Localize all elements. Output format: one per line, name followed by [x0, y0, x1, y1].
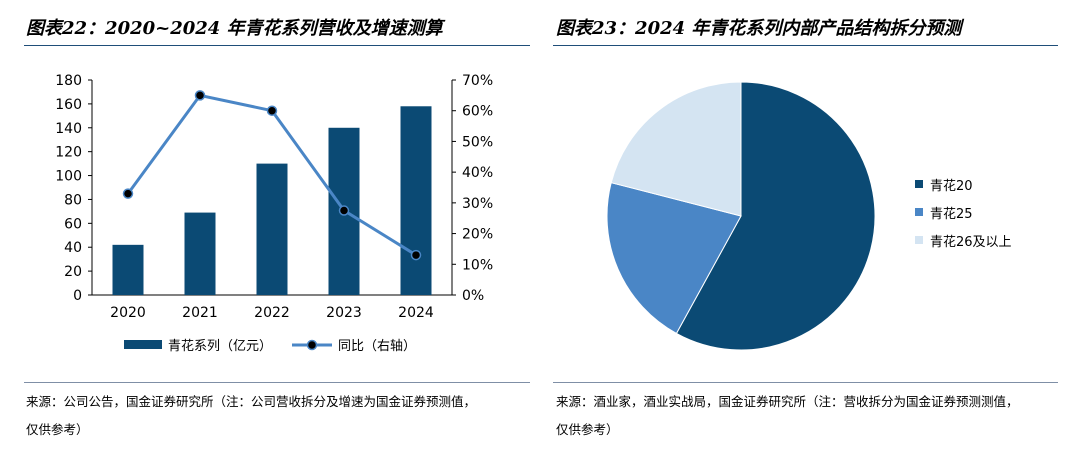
yoy-point-2020: [122, 188, 134, 199]
x-axis-tick-label: 2024: [398, 305, 434, 321]
left-axis-tick-label: 120: [55, 145, 82, 161]
legend-line-marker: [306, 339, 318, 351]
yoy-point-2021: [194, 90, 206, 101]
right-axis-tick-label: 50%: [462, 134, 493, 150]
bar-2021: [184, 212, 216, 295]
right-axis-tick-label: 0%: [462, 288, 484, 304]
yoy-point-2024: [410, 249, 422, 261]
right-axis-tick-label: 30%: [462, 196, 493, 212]
left-source-line2: 仅供参考）: [26, 422, 89, 437]
left-axis-tick-label: 80: [64, 192, 82, 208]
left-chart-title: 图表22：2020~2024 年青花系列营收及增速测算: [26, 18, 443, 39]
right-source: 来源：酒业家，酒业实战局，国金证券研究所（注：营收拆分为国金证券预测测值， 仅供…: [556, 388, 1019, 444]
left-source: 来源：公司公告，国金证券研究所（注：公司营收拆分及增速为国金证券预测值， 仅供参…: [26, 388, 476, 444]
left-axis-tick-label: 140: [55, 121, 82, 137]
yoy-point-2023: [338, 205, 350, 216]
left-axis-tick-label: 20: [64, 264, 82, 280]
left-axis-tick-label: 100: [55, 169, 82, 185]
bar-series: [112, 106, 432, 296]
left-axis: 0 20 40 60 80 100 120 140 160 180: [55, 73, 93, 304]
left-source-line1: 来源：公司公告，国金证券研究所（注：公司营收拆分及增速为国金证券预测值，: [26, 394, 477, 409]
pie-legend-swatch: [915, 236, 923, 244]
pie-slice-青花20: [675, 81, 876, 351]
right-chart-title: 图表23：2024 年青花系列内部产品结构拆分预测: [556, 18, 962, 39]
pie-chart: 青花20 青花25 青花26及以上: [606, 81, 1012, 351]
pie-legend-label: 青花25: [930, 206, 973, 222]
left-title-rule: [24, 45, 530, 46]
pie-slices: [606, 81, 876, 351]
pie-legend-swatch: [915, 208, 923, 216]
legend-bar-swatch: [124, 340, 162, 349]
legend-line-label: 同比（右轴）: [338, 339, 416, 354]
right-title-rule: [553, 45, 1058, 46]
pie-slice-青花26及以上: [610, 81, 742, 217]
bar-2022: [256, 163, 288, 295]
pie-legend: 青花20 青花25 青花26及以上: [915, 178, 1012, 250]
x-axis-tick-label: 2023: [326, 305, 362, 321]
x-axis: 2020 2021 2022 2023 2024: [92, 294, 452, 321]
right-axis: 0% 10% 20% 30% 40% 50% 60% 70%: [451, 73, 493, 304]
left-source-rule: [24, 382, 530, 383]
yoy-point-2022: [266, 105, 278, 116]
combo-legend: 青花系列（亿元） 同比（右轴）: [124, 338, 416, 354]
right-axis-tick-label: 60%: [462, 104, 493, 120]
left-axis-tick-label: 160: [55, 97, 82, 113]
bar-2024: [400, 106, 432, 296]
right-axis-tick-label: 10%: [462, 257, 493, 273]
left-axis-tick-label: 40: [64, 240, 82, 256]
right-axis-tick-label: 70%: [462, 73, 493, 89]
pie-legend-label: 青花20: [930, 178, 973, 194]
x-axis-tick-label: 2020: [110, 305, 146, 321]
right-source-line2: 仅供参考）: [556, 422, 619, 437]
left-axis-tick-label: 60: [64, 216, 82, 232]
pie-slice-青花25: [606, 182, 742, 335]
left-axis-tick-label: 180: [55, 73, 82, 89]
combo-chart: 0 20 40 60 80 100 120 140 160 180 0% 10% 20% 30% 40% 5…: [55, 73, 493, 354]
pie-legend-swatch: [915, 180, 923, 188]
x-axis-tick-label: 2021: [182, 305, 218, 321]
legend-bar-label: 青花系列（亿元）: [168, 338, 272, 354]
pie-legend-label: 青花26及以上: [930, 234, 1012, 250]
right-axis-tick-label: 40%: [462, 165, 493, 181]
right-source-line1: 来源：酒业家，酒业实战局，国金证券研究所（注：营收拆分为国金证券预测测值，: [556, 394, 1019, 409]
x-axis-tick-label: 2022: [254, 305, 290, 321]
right-axis-tick-label: 20%: [462, 227, 493, 243]
bar-2020: [112, 244, 144, 295]
left-axis-tick-label: 0: [73, 288, 82, 304]
line-series: [122, 90, 422, 261]
right-source-rule: [553, 382, 1058, 383]
